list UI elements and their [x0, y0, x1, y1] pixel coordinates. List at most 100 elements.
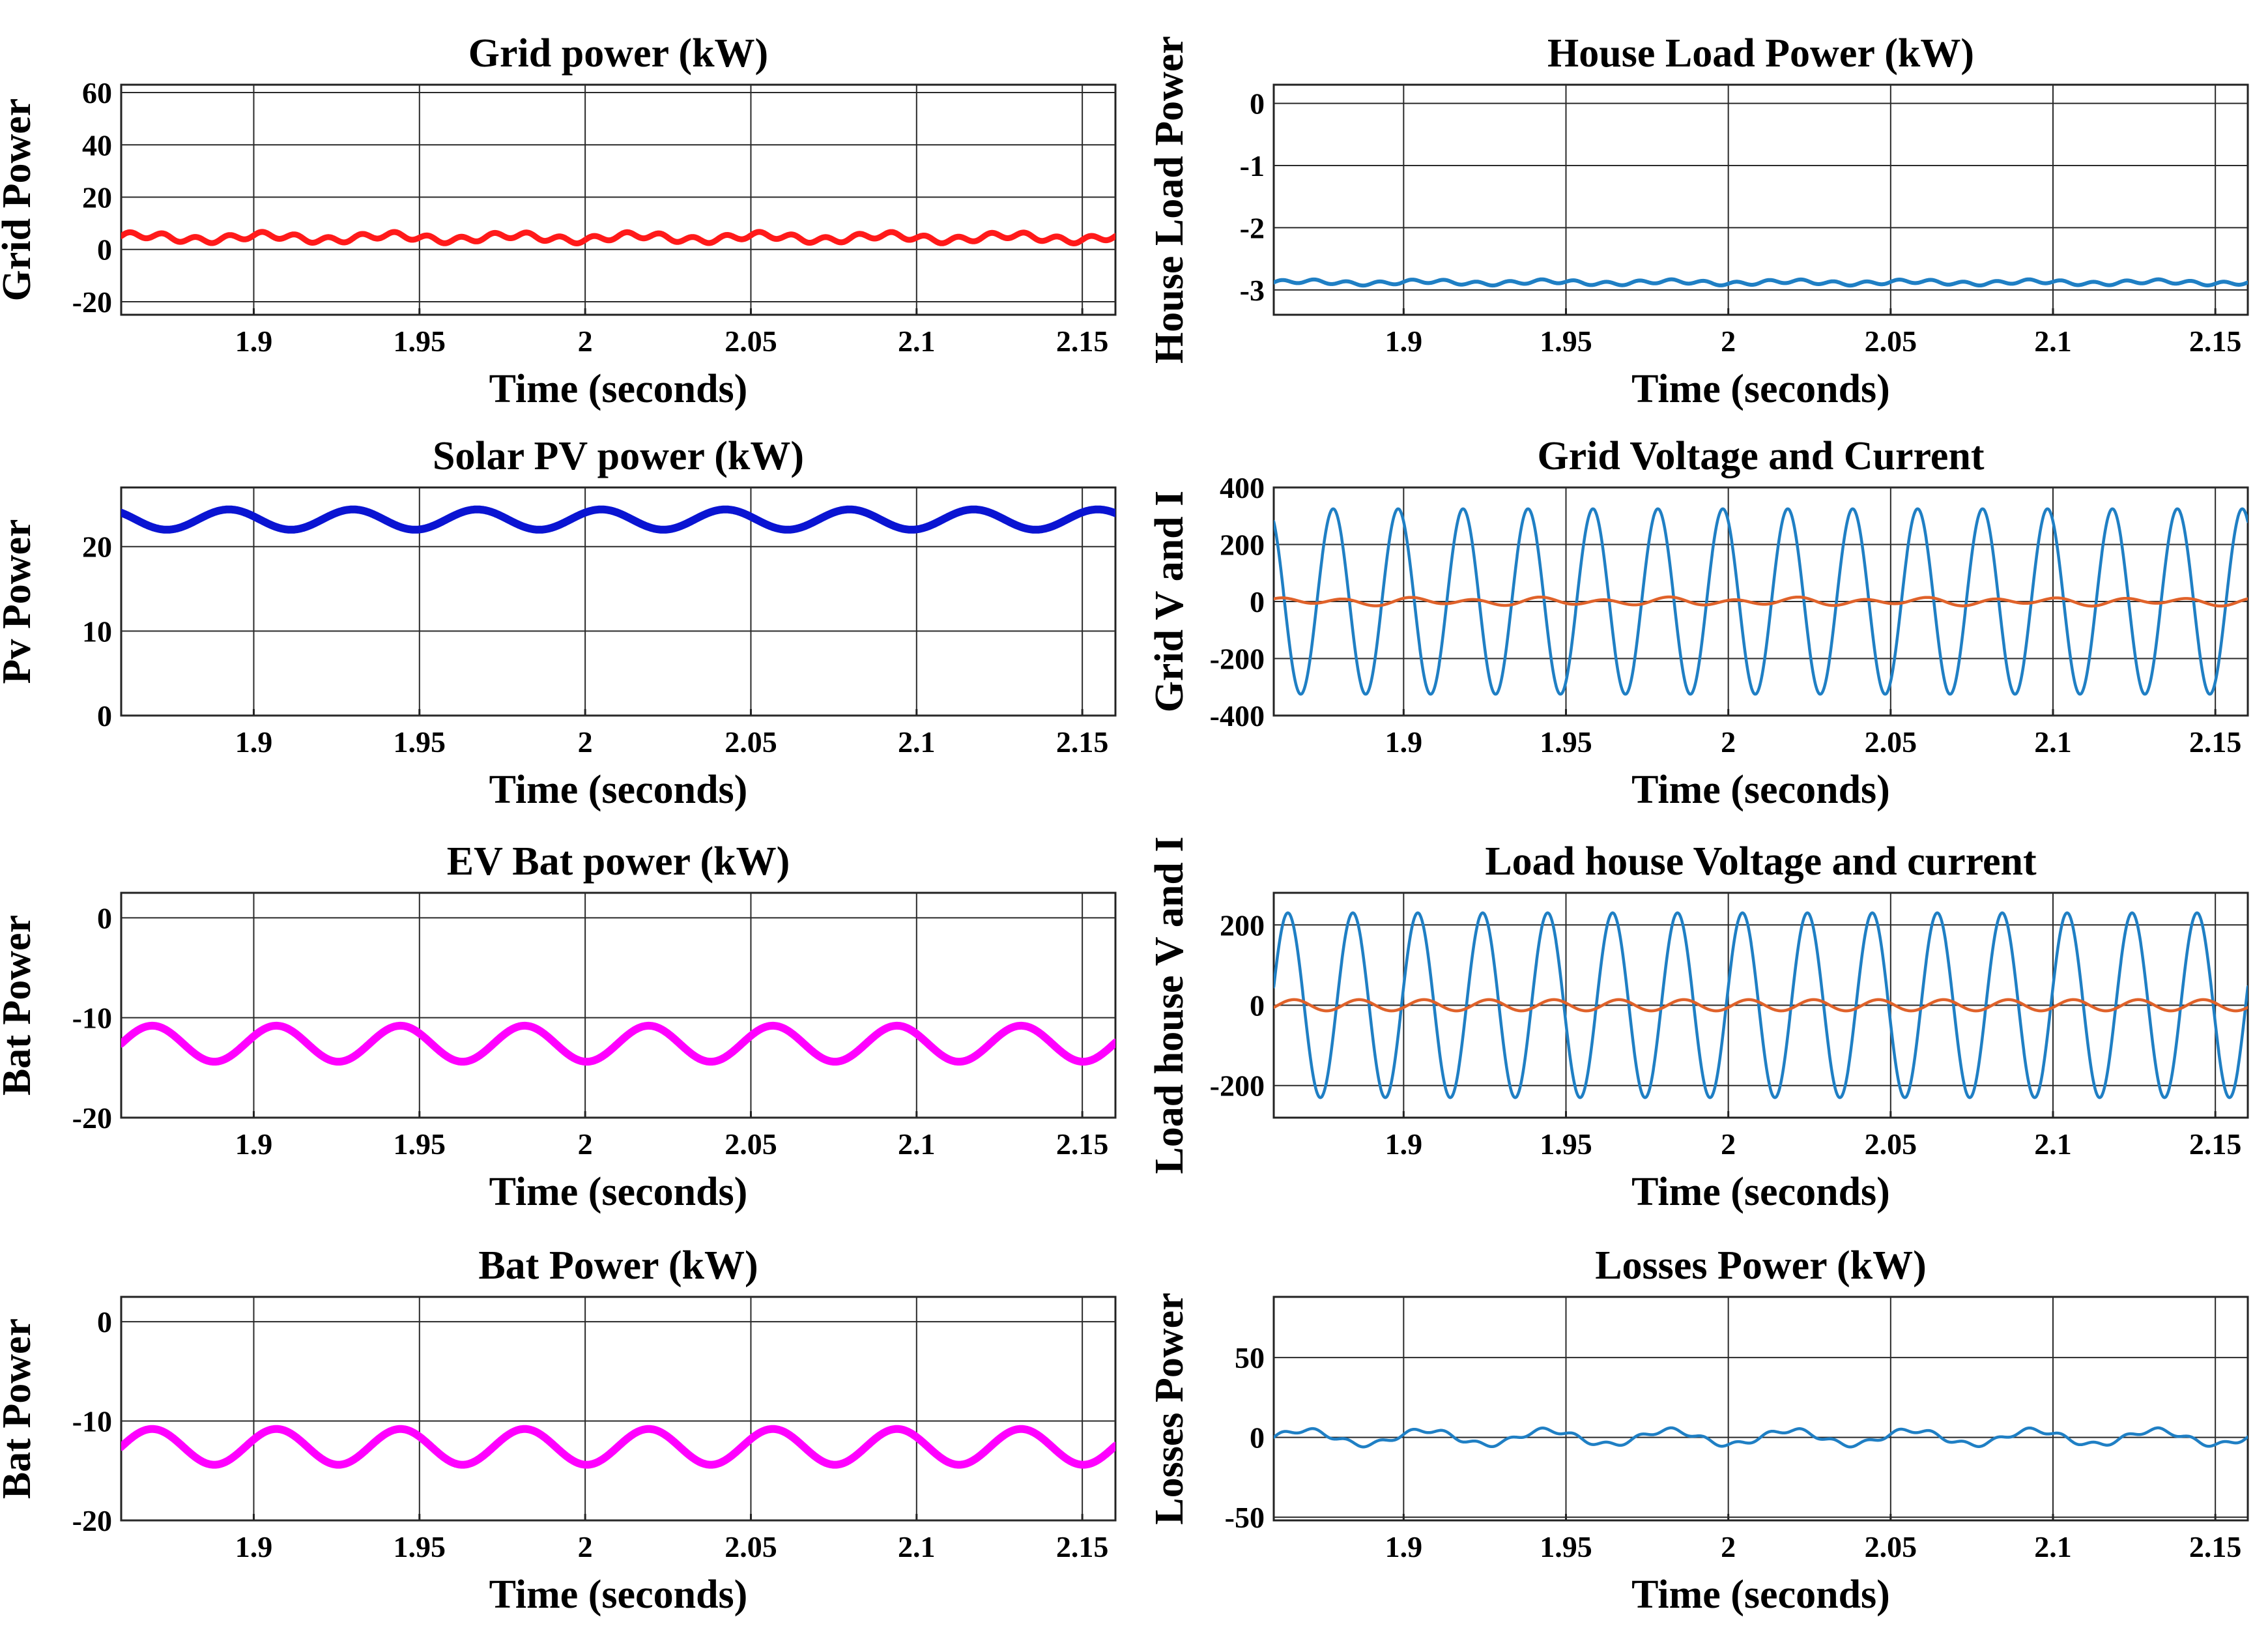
- series-line: [121, 1425, 1115, 1469]
- y-tick-label: 60: [82, 76, 112, 109]
- series-line: [121, 229, 1115, 246]
- chart-panel: 1.9 1.95 2 2.05 2.1 2.15 0 10 20 Solar PV power (…: [0, 434, 1117, 812]
- chart-title: Solar PV power (kW): [433, 434, 804, 478]
- series-line: [121, 505, 1115, 534]
- y-axis-label: Grid V and I: [1147, 491, 1192, 713]
- y-axis-label: Losses Power: [1147, 1292, 1192, 1524]
- x-tick-label: 1.9: [1385, 725, 1423, 759]
- y-tick-label: -2: [1240, 211, 1265, 244]
- x-axis-label: Time (seconds): [1631, 1573, 1890, 1617]
- x-tick-label: 1.95: [1540, 325, 1592, 358]
- x-tick-label: 1.9: [1385, 1127, 1423, 1161]
- plot-area: [1272, 83, 2249, 316]
- y-tick-label: 400: [1220, 471, 1265, 504]
- x-tick-label: 1.9: [235, 1127, 273, 1161]
- y-tick-label: 0: [1250, 585, 1265, 618]
- y-tick-label: -400: [1210, 699, 1265, 732]
- y-tick-label: -3: [1240, 274, 1265, 307]
- series-line: [1274, 998, 2248, 1013]
- x-axis-label: Time (seconds): [489, 1573, 748, 1617]
- x-tick-label: 2: [578, 725, 593, 759]
- x-axis-label: Time (seconds): [1631, 1170, 1890, 1214]
- x-tick-label: 2.15: [1056, 725, 1109, 759]
- x-tick-label: 2.1: [2034, 1127, 2072, 1161]
- x-tick-label: 2.15: [2189, 1127, 2242, 1161]
- y-tick-label: 40: [82, 128, 112, 162]
- chart-title: House Load Power (kW): [1547, 31, 1974, 76]
- series-line: [1274, 277, 2248, 288]
- y-axis-label: Bat Power: [0, 915, 39, 1095]
- x-tick-label: 1.9: [235, 1530, 273, 1563]
- x-tick-label: 2.1: [898, 325, 936, 358]
- x-tick-label: 2.1: [2034, 325, 2072, 358]
- series-line: [1274, 1426, 2248, 1449]
- plot-area: [120, 486, 1117, 717]
- x-tick-label: 2: [578, 1530, 593, 1563]
- y-tick-label: 10: [82, 615, 112, 648]
- x-tick-label: 2: [1721, 325, 1736, 358]
- y-tick-label: -200: [1210, 1069, 1265, 1103]
- series-line: [1274, 911, 2248, 1099]
- x-tick-label: 2.15: [1056, 325, 1109, 358]
- chart-title: Bat Power (kW): [478, 1243, 758, 1288]
- x-tick-label: 2.15: [2189, 1530, 2242, 1563]
- x-tick-label: 2: [1721, 1127, 1736, 1161]
- x-tick-label: 1.95: [1540, 1127, 1592, 1161]
- y-tick-label: 0: [1250, 1421, 1265, 1455]
- x-tick-label: 1.95: [1540, 725, 1592, 759]
- y-tick-label: -10: [72, 1405, 112, 1438]
- x-tick-label: 2.15: [2189, 725, 2242, 759]
- y-tick-label: 0: [1250, 87, 1265, 121]
- chart-panel: 1.9 1.95 2 2.05 2.1 2.15 -20 -10 0 Bat Power (kW)…: [0, 1243, 1117, 1617]
- x-axis-label: Time (seconds): [1631, 768, 1890, 812]
- x-tick-label: 2.05: [725, 1127, 777, 1161]
- x-tick-label: 1.95: [394, 325, 446, 358]
- x-tick-label: 1.9: [235, 325, 273, 358]
- plot-area: [120, 83, 1117, 316]
- x-tick-label: 2.05: [725, 1530, 777, 1563]
- y-tick-label: -10: [72, 1002, 112, 1035]
- x-tick-label: 2: [578, 325, 593, 358]
- chart-panel: 1.9 1.95 2 2.05 2.1 2.15 -20 -10 0 EV Bat power (…: [0, 839, 1117, 1214]
- y-tick-label: 50: [1235, 1341, 1265, 1374]
- y-axis-label: Bat Power: [0, 1318, 39, 1499]
- x-tick-label: 1.9: [1385, 325, 1423, 358]
- y-tick-label: 0: [1250, 989, 1265, 1023]
- x-tick-label: 2.05: [1865, 725, 1917, 759]
- x-tick-label: 2.1: [2034, 725, 2072, 759]
- x-tick-label: 2.05: [1865, 1127, 1917, 1161]
- chart-panel: 1.9 1.95 2 2.05 2.1 2.15 -200 0 200 Load house Vo…: [1147, 836, 2249, 1214]
- x-tick-label: 2.05: [725, 325, 777, 358]
- plot-area: [120, 1296, 1117, 1522]
- y-axis-label: Load house V and I: [1147, 836, 1192, 1174]
- x-axis-label: Time (seconds): [489, 1170, 748, 1214]
- x-axis-label: Time (seconds): [489, 768, 748, 812]
- x-tick-label: 1.95: [1540, 1530, 1592, 1563]
- x-tick-label: 2.1: [2034, 1530, 2072, 1563]
- plot-area: [120, 892, 1117, 1119]
- y-tick-label: 0: [97, 699, 112, 732]
- y-tick-label: 0: [97, 901, 112, 935]
- y-axis-label: Grid Power: [0, 98, 39, 302]
- series-line: [1274, 595, 2248, 608]
- y-axis-label: Pv Power: [0, 519, 39, 684]
- y-tick-label: 200: [1220, 908, 1265, 942]
- x-tick-label: 2: [1721, 1530, 1736, 1563]
- y-tick-label: 20: [82, 181, 112, 214]
- chart-panel: 1.9 1.95 2 2.05 2.1 2.15 -400 -200 0 200 400 Grid V…: [1147, 434, 2249, 812]
- x-tick-label: 2.1: [898, 1530, 936, 1563]
- y-tick-label: -200: [1210, 643, 1265, 676]
- x-tick-label: 2.05: [725, 725, 777, 759]
- x-tick-label: 1.95: [394, 1127, 446, 1161]
- chart-panel: 1.9 1.95 2 2.05 2.1 2.15 -20 0 20 40 60 Grid power …: [0, 31, 1117, 411]
- y-tick-label: -20: [72, 1101, 112, 1135]
- x-axis-label: Time (seconds): [489, 367, 748, 411]
- chart-title: Load house Voltage and current: [1485, 839, 2037, 884]
- x-tick-label: 2.15: [1056, 1127, 1109, 1161]
- y-tick-label: 20: [82, 530, 112, 564]
- x-tick-label: 2: [1721, 725, 1736, 759]
- y-axis-label: House Load Power: [1147, 36, 1192, 364]
- x-tick-label: 2.15: [2189, 325, 2242, 358]
- x-tick-label: 1.95: [394, 1530, 446, 1563]
